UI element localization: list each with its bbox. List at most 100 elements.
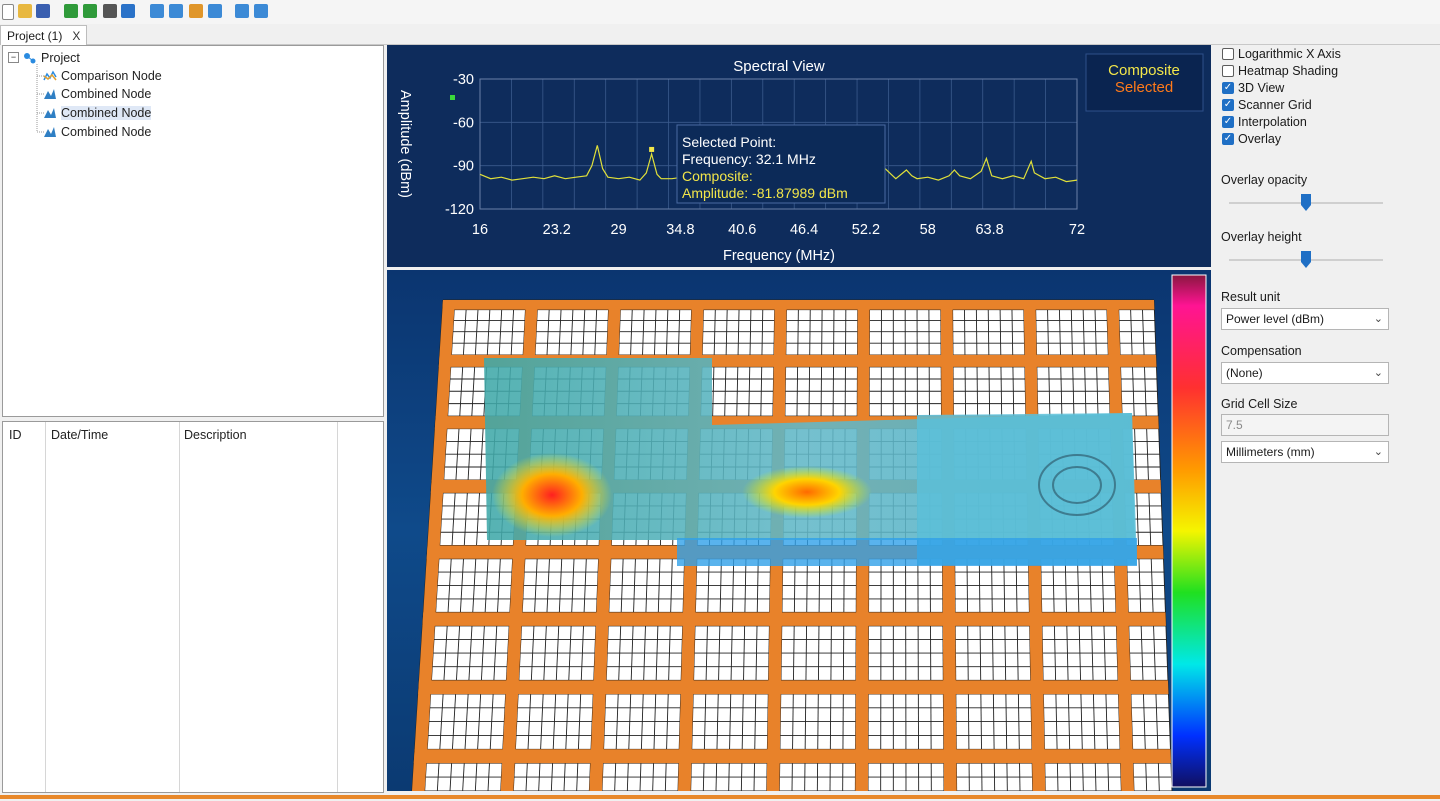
tab-title: Project (1)	[7, 28, 63, 43]
refresh-icon[interactable]	[235, 4, 249, 18]
y-tick-label: -30	[453, 72, 474, 88]
x-tick-label: 58	[920, 222, 936, 238]
x-tick-label: 23.2	[543, 222, 571, 238]
tooltip-box	[676, 124, 886, 204]
y-axis-label: Amplitude (dBm)	[397, 90, 413, 198]
view-a-icon[interactable]	[150, 4, 164, 18]
x-tick-label: 63.8	[975, 222, 1003, 238]
color-scale-bar	[1171, 274, 1207, 788]
overlay-opacity-label: Overlay opacity	[1221, 173, 1308, 187]
column-divider	[337, 422, 338, 792]
y-tick-labels: -30 -60 -90 -120	[445, 72, 474, 218]
compensation-label: Compensation	[1221, 344, 1302, 358]
zoom-icon[interactable]	[121, 4, 135, 18]
stop-icon[interactable]	[103, 4, 117, 18]
view-d-icon[interactable]	[208, 4, 222, 18]
tooltip-line-4: Amplitude: -81.87989 dBm	[682, 185, 848, 201]
save-icon[interactable]	[36, 4, 50, 18]
tree-item-combined-3[interactable]: Combined Node	[43, 123, 151, 140]
column-header-description[interactable]: Description	[184, 428, 247, 442]
y-tick-label: -60	[453, 115, 474, 131]
antenna-coil	[1038, 454, 1116, 516]
checkbox-label: Interpolation	[1238, 115, 1307, 129]
tree-item-combined-1[interactable]: Combined Node	[43, 85, 151, 102]
checkbox-icon[interactable]: ✓	[1222, 82, 1234, 94]
tab-bar: Project (1) X	[0, 24, 1440, 45]
run-icon[interactable]	[64, 4, 78, 18]
checkbox-icon[interactable]: ✓	[1222, 99, 1234, 111]
column-header-datetime[interactable]: Date/Time	[51, 428, 109, 442]
result-unit-select[interactable]: Power level (dBm) ⌄	[1221, 308, 1389, 330]
chevron-down-icon: ⌄	[1373, 313, 1383, 325]
compensation-select[interactable]: (None) ⌄	[1221, 362, 1389, 384]
column-divider	[179, 422, 180, 792]
overlay-height-slider[interactable]	[1229, 251, 1383, 268]
grid-unit-select[interactable]: Millimeters (mm) ⌄	[1221, 441, 1389, 463]
checkbox-label: Logarithmic X Axis	[1238, 47, 1341, 61]
x-tick-label: 46.4	[790, 222, 818, 238]
chevron-down-icon: ⌄	[1373, 367, 1383, 379]
combined-node-icon	[43, 88, 57, 100]
pcb-edge	[677, 538, 1137, 566]
open-folder-icon[interactable]	[18, 4, 32, 18]
checkbox-label: Scanner Grid	[1238, 98, 1312, 112]
checkbox-icon[interactable]	[1222, 48, 1234, 60]
grid-band	[418, 680, 1169, 695]
tree-item-comparison[interactable]: Comparison Node	[43, 67, 162, 84]
checkbox-overlay[interactable]: ✓ Overlay	[1222, 132, 1281, 146]
select-value: (None)	[1226, 366, 1263, 380]
view-c-icon[interactable]	[189, 4, 203, 18]
series-marker-icon	[450, 95, 455, 100]
checkbox-heatmap-shading[interactable]: Heatmap Shading	[1222, 64, 1338, 78]
graph-icon[interactable]	[254, 4, 268, 18]
3d-scanner-view[interactable]	[387, 270, 1211, 791]
collapse-icon[interactable]: −	[8, 52, 19, 63]
checkbox-icon[interactable]	[1222, 65, 1234, 77]
toolbar	[0, 0, 1440, 24]
view-b-icon[interactable]	[169, 4, 183, 18]
antenna-coil-inner	[1052, 466, 1102, 504]
grid-band	[422, 612, 1166, 626]
tree-item-label: Combined Node	[61, 86, 152, 101]
chart-title: Spectral View	[733, 58, 825, 75]
checkbox-scanner-grid[interactable]: ✓ Scanner Grid	[1222, 98, 1312, 112]
tree-item-combined-2[interactable]: Combined Node	[43, 104, 152, 121]
grid-cell-size-label: Grid Cell Size	[1221, 397, 1298, 411]
selected-point[interactable]	[649, 146, 655, 152]
slider-thumb[interactable]	[1301, 194, 1311, 211]
overlay-opacity-slider[interactable]	[1229, 194, 1383, 211]
x-tick-label: 72	[1069, 222, 1085, 238]
new-file-icon[interactable]	[2, 4, 14, 20]
spectral-view[interactable]: Spectral View -30 -60 -90 -120 16 23.2 29 34.8…	[387, 45, 1211, 267]
tree-root-label: Project	[41, 50, 80, 65]
run-step-icon[interactable]	[83, 4, 97, 18]
slider-thumb[interactable]	[1301, 251, 1311, 268]
checkbox-icon[interactable]: ✓	[1222, 116, 1234, 128]
checkbox-interpolation[interactable]: ✓ Interpolation	[1222, 115, 1307, 129]
plot-area	[479, 78, 1078, 210]
tab-project[interactable]: Project (1) X	[0, 25, 88, 45]
legend-box	[1085, 53, 1204, 112]
close-icon[interactable]: X	[72, 28, 81, 43]
tree-item-label: Comparison Node	[61, 68, 162, 83]
legend-composite: Composite	[1108, 62, 1180, 79]
grid-band	[413, 749, 1171, 764]
log-table: ID Date/Time Description	[2, 421, 384, 793]
tree-item-label: Combined Node	[61, 124, 152, 139]
checkbox-log-x-axis[interactable]: Logarithmic X Axis	[1222, 47, 1341, 61]
grid-cell-size-input[interactable]: 7.5	[1221, 414, 1389, 436]
tree-root[interactable]: − Project	[8, 49, 80, 66]
tree-item-label: Combined Node	[61, 105, 152, 120]
checkbox-label: Overlay	[1238, 132, 1282, 146]
checkbox-3d-view[interactable]: ✓ 3D View	[1222, 81, 1284, 95]
y-tick-label: -90	[453, 159, 474, 175]
column-header-id[interactable]: ID	[9, 428, 22, 442]
pcb-overlay-right	[917, 413, 1137, 565]
checkbox-icon[interactable]: ✓	[1222, 133, 1234, 145]
scanner-3d-canvas[interactable]	[387, 270, 1211, 791]
spectral-chart[interactable]: Spectral View -30 -60 -90 -120 16 23.2 29 34.8…	[387, 45, 1211, 267]
tree-connector-lines	[36, 64, 45, 133]
tooltip-line-2: Frequency: 32.1 MHz	[682, 151, 816, 167]
input-value: 7.5	[1226, 418, 1243, 432]
x-tick-label: 34.8	[666, 222, 694, 238]
